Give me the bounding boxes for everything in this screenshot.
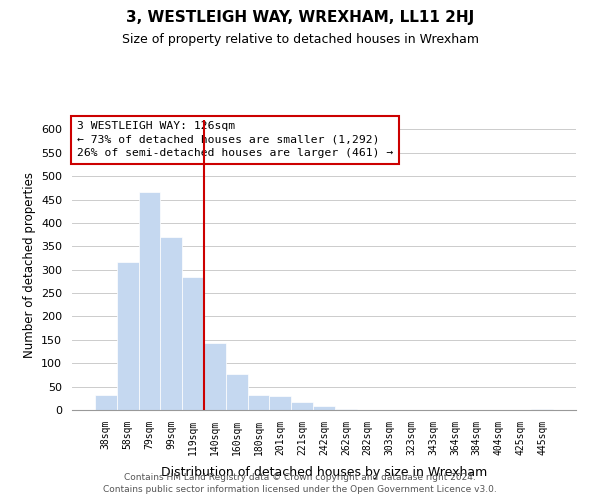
Bar <box>139 192 160 410</box>
X-axis label: Distribution of detached houses by size in Wrexham: Distribution of detached houses by size … <box>161 466 487 479</box>
Bar <box>531 409 553 410</box>
Bar <box>269 396 291 410</box>
Text: Contains public sector information licensed under the Open Government Licence v3: Contains public sector information licen… <box>103 485 497 494</box>
Bar <box>182 276 204 410</box>
Text: Size of property relative to detached houses in Wrexham: Size of property relative to detached ho… <box>121 32 479 46</box>
Bar <box>204 342 226 410</box>
Bar <box>117 262 139 410</box>
Bar <box>291 402 313 410</box>
Bar <box>313 406 335 410</box>
Text: 3, WESTLEIGH WAY, WREXHAM, LL11 2HJ: 3, WESTLEIGH WAY, WREXHAM, LL11 2HJ <box>126 10 474 25</box>
Text: Contains HM Land Registry data © Crown copyright and database right 2024.: Contains HM Land Registry data © Crown c… <box>124 472 476 482</box>
Bar <box>160 238 182 410</box>
Bar <box>335 409 357 410</box>
Bar <box>248 394 269 410</box>
Bar <box>226 374 248 410</box>
Bar <box>95 395 117 410</box>
Text: 3 WESTLEIGH WAY: 126sqm
← 73% of detached houses are smaller (1,292)
26% of semi: 3 WESTLEIGH WAY: 126sqm ← 73% of detache… <box>77 122 393 158</box>
Y-axis label: Number of detached properties: Number of detached properties <box>23 172 35 358</box>
